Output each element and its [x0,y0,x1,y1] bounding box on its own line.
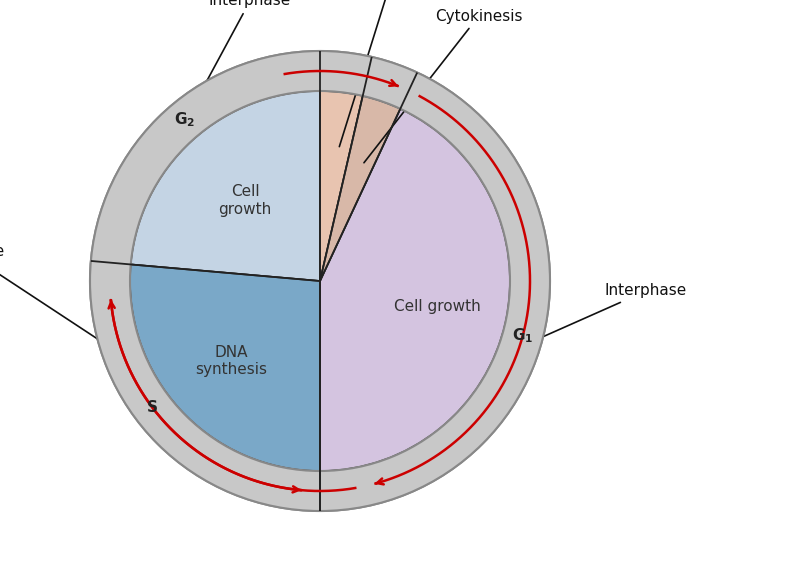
Text: $\mathbf{S}$: $\mathbf{S}$ [146,399,158,415]
Text: Interphase: Interphase [0,243,102,342]
Text: DNA
synthesis: DNA synthesis [195,345,267,378]
Text: Mitosis: Mitosis [339,0,422,146]
Circle shape [130,91,510,471]
Wedge shape [130,264,320,471]
Text: $\mathbf{G_1}$: $\mathbf{G_1}$ [512,326,534,344]
Circle shape [90,51,550,511]
Wedge shape [320,109,510,471]
Text: Interphase: Interphase [540,283,687,338]
Text: Interphase: Interphase [145,0,291,196]
Wedge shape [130,91,320,281]
Wedge shape [320,96,400,281]
Text: Cytokinesis: Cytokinesis [364,8,522,163]
Text: $\mathbf{G_2}$: $\mathbf{G_2}$ [174,111,196,130]
Text: Cell growth: Cell growth [394,300,481,315]
Text: Cell
growth: Cell growth [218,185,272,217]
Wedge shape [320,91,362,281]
